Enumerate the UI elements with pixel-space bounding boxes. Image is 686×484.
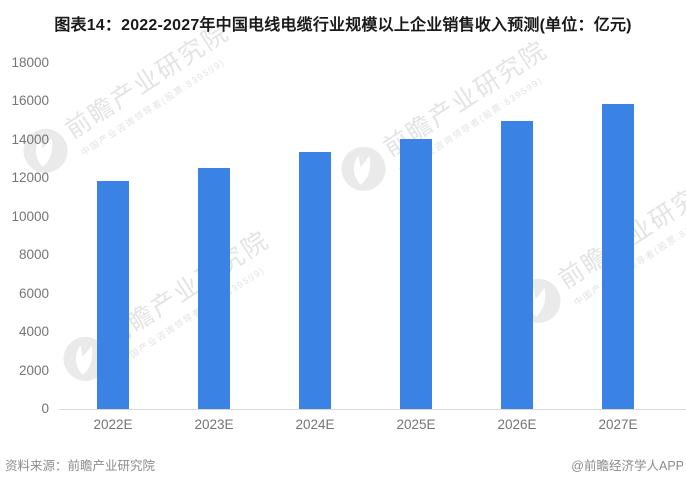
bar-2024E — [299, 152, 331, 409]
y-axis-tick-label: 6000 — [18, 285, 49, 301]
y-axis-tick-label: 16000 — [11, 93, 49, 109]
x-axis-line — [59, 409, 686, 410]
x-axis-tick-label: 2023E — [194, 417, 234, 432]
y-axis-tick-label: 4000 — [18, 324, 49, 340]
y-axis-tick-label: 14000 — [11, 131, 49, 147]
qianzhan-watermark: 前瞻产业研究院中国产业咨询领导者(股票:839599) — [55, 221, 284, 394]
y-axis-tick-label: 8000 — [18, 247, 49, 263]
credit-text: @前瞻经济学人APP — [571, 459, 684, 473]
y-axis-tick-label: 2000 — [18, 362, 49, 378]
watermark-subtext: 中国产业咨询领导者(股票:839599) — [79, 56, 227, 158]
x-axis-tick-label: 2024E — [295, 417, 335, 432]
bar-2023E — [198, 167, 230, 409]
y-axis-tick-label: 0 — [41, 401, 49, 416]
y-axis-tick-label: 12000 — [11, 170, 49, 186]
x-axis-tick-label: 2022E — [93, 417, 133, 432]
watermark-text: 前瞻产业研究院 — [60, 17, 235, 145]
chart-title: 图表14：2022-2027年中国电线电缆行业规模以上企业销售收入预测(单位：亿… — [54, 17, 632, 34]
x-axis-tick-label: 2025E — [396, 417, 436, 432]
y-axis-tick-label: 10000 — [11, 208, 49, 224]
x-axis-tick-label: 2026E — [497, 417, 537, 432]
bar-2027E — [602, 104, 634, 409]
qianzhan-bird-logo-icon — [333, 138, 397, 203]
bar-2025E — [400, 138, 432, 409]
watermark-texts: 前瞻产业研究院中国产业咨询领导者(股票:839599) — [57, 13, 243, 159]
source-text: 资料来源：前瞻产业研究院 — [5, 459, 156, 473]
bar-2022E — [97, 181, 129, 409]
bar-2026E — [501, 120, 533, 409]
y-axis-tick-label: 18000 — [11, 55, 49, 70]
x-axis-tick-label: 2027E — [598, 417, 638, 432]
